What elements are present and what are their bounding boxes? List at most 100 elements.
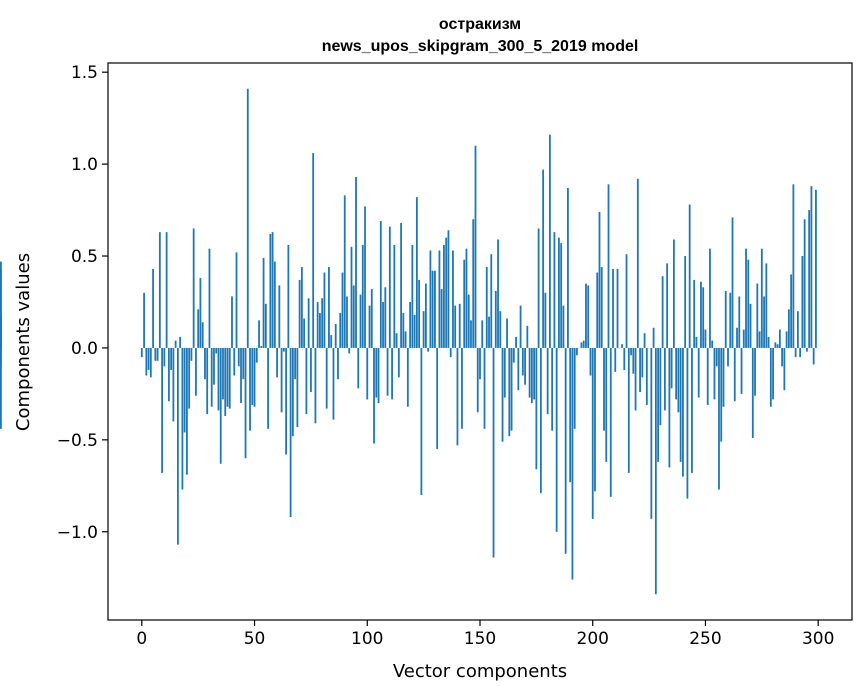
bar-163 [508, 347, 511, 437]
bar-259 [724, 290, 727, 348]
bar-104 [375, 347, 378, 398]
bar-231 [661, 276, 664, 348]
bar-298 [812, 347, 815, 365]
bar-287 [787, 309, 790, 348]
bar-33 [215, 347, 218, 354]
bar-244 [691, 347, 693, 473]
bar-23 [192, 228, 195, 348]
bar-292 [799, 347, 802, 358]
bar-182 [551, 347, 554, 431]
bar-112 [393, 244, 396, 348]
bar-73 [305, 347, 308, 415]
bar-303 [0, 261, 2, 348]
bar-143 [463, 259, 466, 348]
bar-142 [461, 347, 463, 429]
x-tick-label-6: 300 [802, 629, 834, 649]
bar-266 [740, 347, 743, 394]
bar-178 [542, 169, 545, 348]
bar-281 [774, 342, 777, 348]
bar-200 [591, 347, 594, 519]
bar-161 [503, 347, 506, 398]
bar-148 [474, 145, 477, 348]
y-axis-label: Components values [13, 253, 34, 431]
bar-129 [431, 270, 434, 348]
bar-141 [458, 303, 461, 348]
bar-16 [176, 347, 179, 545]
bar-166 [515, 336, 517, 348]
bar-169 [521, 347, 524, 376]
x-tick-label-4: 200 [577, 629, 609, 649]
y-tick-label-0: −1.0 [57, 523, 98, 543]
bar-80 [321, 298, 324, 348]
bar-235 [670, 347, 673, 389]
bar-304 [0, 347, 2, 429]
bar-160 [501, 347, 504, 442]
bar-190 [569, 347, 572, 483]
bar-256 [718, 347, 720, 490]
bar-159 [499, 311, 502, 348]
bar-286 [785, 331, 788, 348]
bar-117 [404, 331, 407, 348]
bar-216 [627, 347, 630, 473]
bar-58 [271, 232, 274, 348]
bar-236 [672, 239, 675, 348]
bar-209 [612, 268, 614, 348]
bar-158 [497, 239, 499, 348]
bar-155 [490, 254, 493, 348]
bar-271 [751, 347, 754, 439]
bar-215 [625, 254, 628, 348]
bar-126 [424, 283, 427, 348]
bar-109 [386, 347, 389, 396]
bar-150 [479, 347, 481, 380]
bar-165 [512, 347, 515, 363]
x-tick-label-2: 100 [351, 629, 383, 649]
bar-222 [641, 347, 644, 378]
bar-210 [614, 347, 617, 372]
bar-252 [709, 248, 711, 348]
bar-8 [158, 232, 161, 348]
bar-137 [449, 347, 452, 358]
bar-145 [467, 294, 470, 348]
bar-170 [524, 347, 526, 385]
bar-30 [208, 248, 211, 348]
bar-202 [596, 272, 599, 348]
y-tick-label-3: 0.5 [71, 247, 98, 267]
bar-92 [348, 347, 351, 354]
bar-172 [528, 347, 531, 398]
bar-86 [334, 324, 337, 348]
bar-188 [564, 347, 567, 554]
bar-245 [693, 279, 696, 348]
bar-27 [201, 322, 204, 348]
bar-12 [167, 347, 170, 402]
bar-113 [395, 333, 398, 348]
bar-180 [546, 347, 549, 415]
y-tick-label-5: 1.5 [71, 63, 98, 83]
x-tick-label-1: 50 [244, 629, 266, 649]
bar-38 [226, 347, 229, 407]
bar-98 [361, 244, 364, 348]
bar-255 [715, 347, 718, 367]
bar-49 [251, 347, 254, 405]
bar-179 [544, 292, 547, 348]
bar-60 [276, 347, 278, 378]
bar-284 [781, 347, 784, 367]
bar-37 [224, 347, 227, 416]
bar-240 [682, 347, 684, 477]
bar-233 [666, 263, 669, 348]
bar-156 [492, 347, 495, 558]
x-axis-label: Vector components [393, 661, 567, 682]
bar-101 [368, 305, 371, 348]
bar-34 [217, 347, 220, 411]
bar-39 [228, 347, 231, 409]
bar-276 [763, 296, 765, 348]
bar-52 [258, 320, 260, 348]
bar-94 [352, 285, 355, 348]
bar-297 [810, 186, 813, 348]
bar-193 [576, 347, 578, 356]
bar-260 [727, 347, 729, 367]
bar-295 [806, 347, 808, 352]
bar-36 [222, 347, 224, 400]
bar-125 [422, 311, 425, 348]
bar-46 [244, 347, 247, 459]
